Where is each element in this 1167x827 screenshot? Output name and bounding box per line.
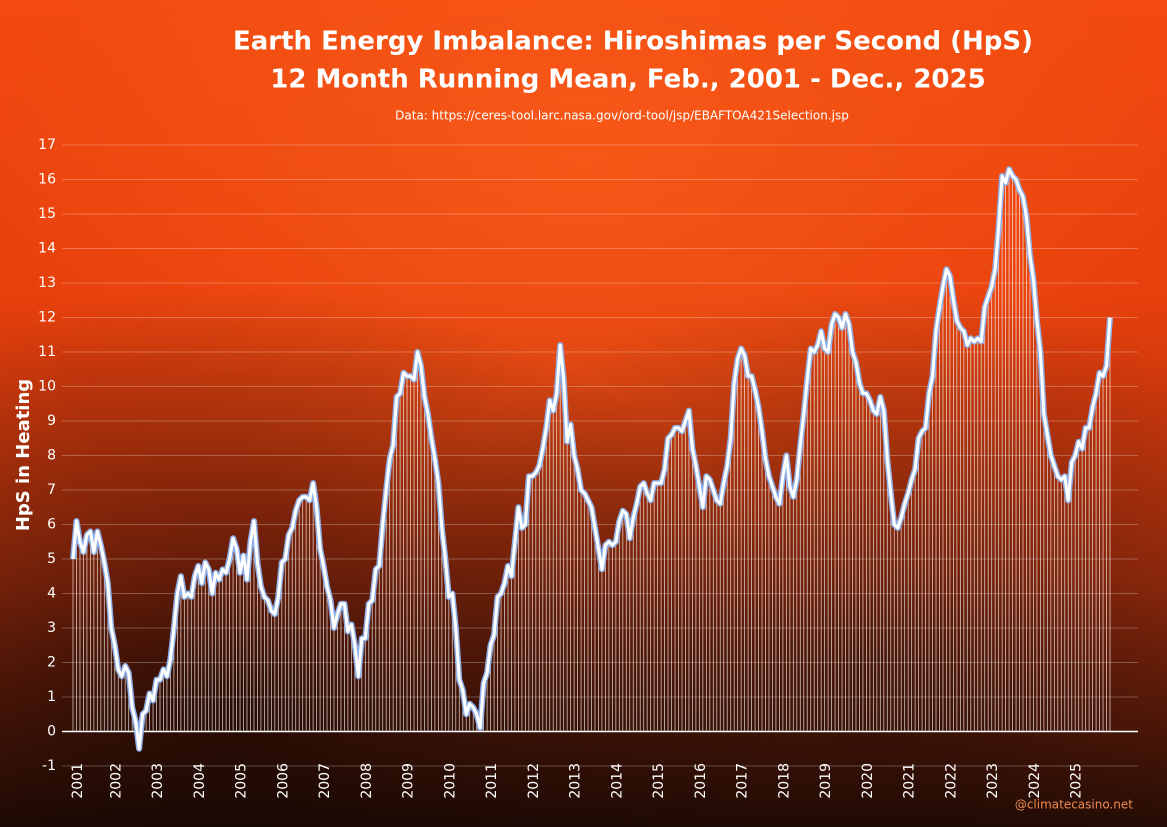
- x-tick-label: 2003: [150, 763, 166, 799]
- x-tick-label: 2024: [1027, 763, 1043, 799]
- y-tick-label: 11: [38, 344, 56, 360]
- x-tick-label: 2023: [985, 763, 1001, 799]
- watermark: @climatecasino.net: [1015, 798, 1133, 812]
- x-tick-label: 2017: [735, 763, 751, 799]
- x-tick-label: 2015: [651, 763, 667, 799]
- y-tick-label: 0: [47, 724, 56, 740]
- y-tick-label: 7: [47, 482, 56, 498]
- y-tick-label: 12: [38, 310, 56, 326]
- x-tick-label: 2001: [70, 763, 86, 799]
- x-tick-label: 2004: [192, 763, 208, 799]
- x-tick-label: 2012: [526, 763, 542, 799]
- x-tick-label: 2007: [317, 763, 333, 799]
- y-tick-label: 8: [47, 448, 56, 464]
- x-tick-label: 2006: [275, 763, 291, 799]
- y-tick-label: 10: [38, 379, 56, 395]
- y-tick-label: -1: [42, 758, 56, 774]
- y-tick-label: 3: [47, 620, 56, 636]
- y-tick-label: 16: [38, 172, 56, 188]
- line: [71, 167, 1112, 751]
- x-tick-label: 2002: [108, 763, 124, 799]
- y-tick-label: 13: [38, 275, 56, 291]
- y-tick-label: 4: [47, 586, 56, 602]
- x-tick-label: 2009: [401, 763, 417, 799]
- x-tick-label: 2020: [860, 763, 876, 799]
- chart-subtitle: 12 Month Running Mean, Feb., 2001 - Dec.…: [270, 65, 985, 95]
- x-tick-label: 2022: [943, 763, 959, 799]
- y-tick-label: 1: [47, 689, 56, 705]
- chart-title: Earth Energy Imbalance: Hiroshimas per S…: [233, 27, 1033, 57]
- y-tick-label: 14: [38, 241, 56, 257]
- y-tick-label: 9: [47, 413, 56, 429]
- x-tick-label: 2025: [1069, 763, 1085, 799]
- x-tick-label: 2005: [234, 763, 250, 799]
- x-tick-label: 2014: [609, 763, 625, 799]
- x-tick-label: 2010: [442, 763, 458, 799]
- x-tick-label: 2019: [818, 763, 834, 799]
- source-note: Data: https://ceres-tool.larc.nasa.gov/o…: [395, 109, 849, 123]
- x-tick-label: 2021: [902, 763, 918, 799]
- y-tick-label: 17: [38, 137, 56, 153]
- x-tick-label: 2018: [776, 763, 792, 799]
- y-axis-label: HpS in Heating: [13, 379, 34, 531]
- x-tick-label: 2013: [568, 763, 584, 799]
- y-tick-label: 6: [47, 517, 56, 533]
- x-tick-label: 2008: [359, 763, 375, 799]
- y-tick-label: 15: [38, 206, 56, 222]
- x-tick-label: 2011: [484, 763, 500, 799]
- y-tick-label: 5: [47, 551, 56, 567]
- y-tick-label: 2: [47, 655, 56, 671]
- x-tick-label: 2016: [693, 763, 709, 799]
